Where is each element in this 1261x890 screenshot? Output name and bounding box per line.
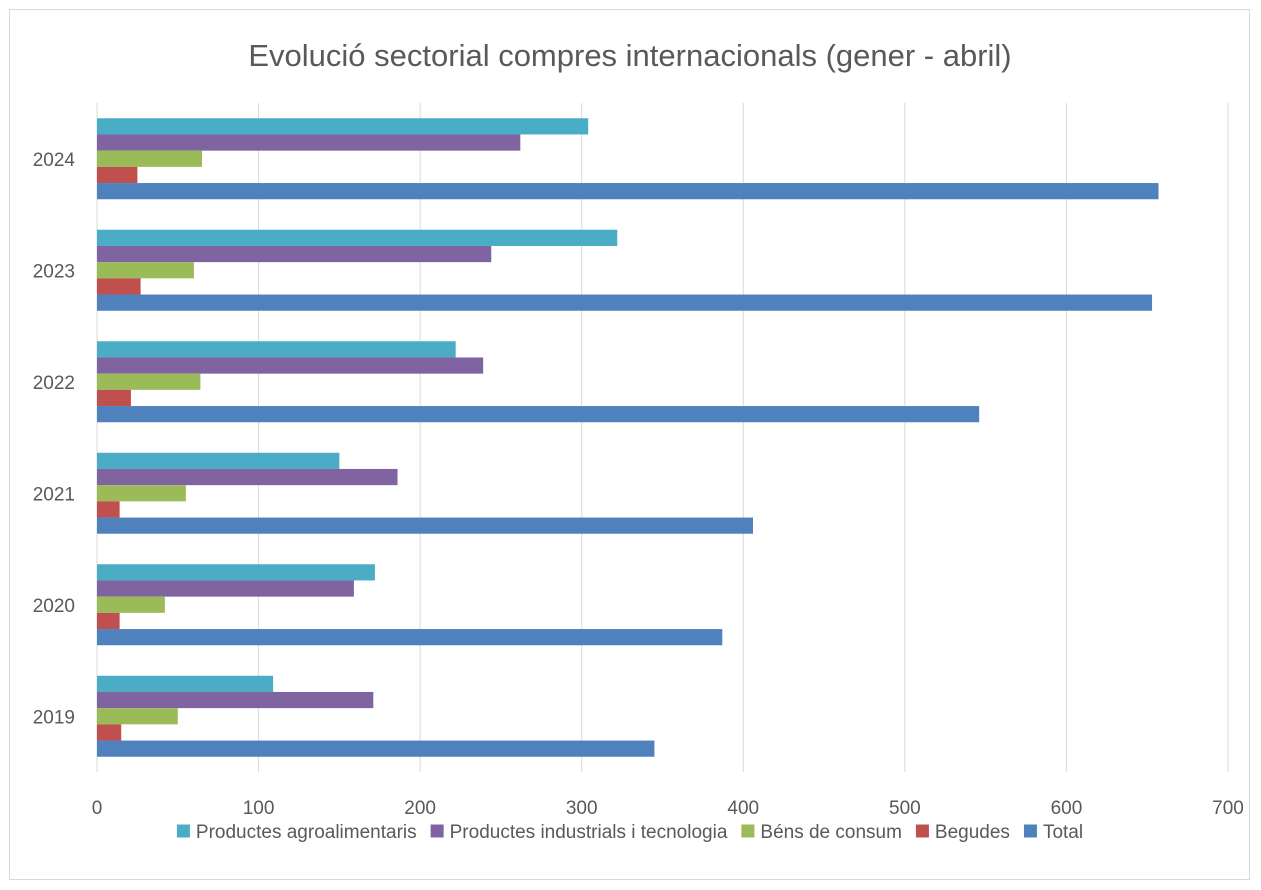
- legend: Productes agroalimentaris Productes indus…: [176, 822, 1083, 843]
- x-axis-ticks: 0 100 200 300 400 500 600 700: [92, 798, 1244, 819]
- legend-swatch: [430, 824, 444, 838]
- x-tick-label: 300: [566, 798, 598, 819]
- bar: [97, 150, 203, 167]
- legend-label: Productes industrials i tecnologia: [450, 822, 728, 843]
- x-tick-label: 500: [889, 798, 921, 819]
- y-tick-label: 2020: [33, 596, 75, 617]
- y-tick-label: 2022: [33, 373, 75, 394]
- y-tick-label: 2019: [33, 707, 75, 728]
- bar: [97, 245, 492, 263]
- bar: [97, 564, 375, 581]
- bar: [97, 691, 374, 709]
- bar: [97, 262, 194, 279]
- bar: [97, 452, 340, 469]
- x-tick-label: 200: [404, 798, 436, 819]
- bar: [97, 724, 122, 741]
- x-tick-label: 0: [92, 798, 103, 819]
- bar: [97, 373, 201, 390]
- bar: [97, 166, 138, 184]
- bar: [97, 740, 655, 757]
- legend-swatch: [915, 824, 929, 838]
- bar: [97, 134, 521, 151]
- bar: [97, 294, 1153, 311]
- bar: [97, 501, 120, 518]
- bar: [97, 406, 980, 423]
- bar: [97, 278, 141, 295]
- bar: [97, 468, 398, 486]
- legend-swatch: [176, 824, 190, 838]
- bar: [97, 708, 178, 725]
- bar: [97, 357, 484, 374]
- bar: [97, 596, 165, 613]
- legend-label: Productes agroalimentaris: [196, 822, 417, 843]
- y-tick-label: 2021: [33, 484, 75, 505]
- y-tick-label: 2024: [33, 150, 76, 171]
- x-tick-label: 600: [1051, 798, 1083, 819]
- x-tick-label: 700: [1212, 798, 1244, 819]
- x-tick-label: 100: [243, 798, 275, 819]
- legend-label: Begudes: [935, 822, 1010, 843]
- bar: [97, 389, 131, 407]
- legend-swatch: [741, 824, 755, 838]
- bar: [97, 629, 723, 646]
- legend-label: Total: [1043, 822, 1083, 843]
- chart-title: Evolució sectorial compres internacional…: [248, 38, 1011, 73]
- bar: [97, 675, 274, 692]
- x-tick-label: 400: [727, 798, 759, 819]
- chart-frame: [9, 9, 1250, 880]
- gridlines: [96, 103, 1229, 772]
- bar: [97, 118, 589, 135]
- bars: [97, 118, 1159, 757]
- legend-label: Béns de consum: [760, 822, 902, 843]
- bar: [97, 229, 618, 246]
- bar: [97, 485, 186, 502]
- legend-swatch: [1023, 824, 1037, 838]
- y-axis-ticks: 2019 2020 2021 2022 2023 2024: [33, 150, 76, 729]
- bar: [97, 341, 456, 358]
- bar: [97, 580, 354, 597]
- bar: [97, 612, 120, 630]
- bar: [97, 517, 753, 534]
- bar: [97, 183, 1159, 200]
- y-tick-label: 2023: [33, 261, 75, 282]
